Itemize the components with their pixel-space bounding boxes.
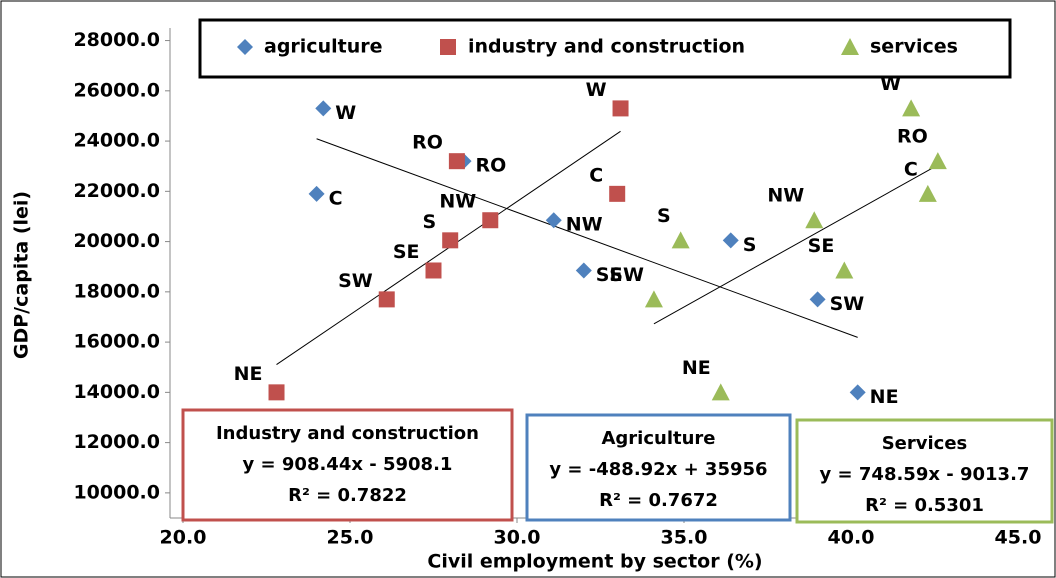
point-label: NE [234, 363, 263, 385]
x-tick-label: 30.0 [494, 527, 541, 549]
marker [849, 384, 866, 401]
point-label: SW [830, 293, 865, 315]
point-label: NW [439, 191, 476, 213]
y-tick-label: 10000.0 [73, 481, 160, 503]
y-tick-label: 16000.0 [73, 331, 160, 353]
marker [315, 100, 332, 117]
marker [841, 38, 859, 55]
trendline-box [525, 413, 792, 522]
x-tick-label: 25.0 [327, 527, 374, 549]
marker [928, 152, 947, 170]
point-label: C [904, 158, 918, 180]
marker [918, 184, 937, 202]
marker [448, 153, 465, 170]
point-label: SE [393, 241, 420, 263]
x-axis-label: Civil employment by sector (%) [427, 551, 762, 573]
point-label: RO [897, 126, 928, 148]
trendline-box [181, 408, 514, 522]
y-tick-label: 26000.0 [73, 79, 160, 101]
legend-label: services [870, 36, 958, 58]
point-label: NW [566, 214, 603, 236]
trendline-equation: y = 908.44x - 5908.1 [243, 454, 453, 475]
marker [308, 185, 325, 202]
marker [612, 100, 629, 117]
point-label: S [423, 211, 437, 233]
trendline-name: Industry and construction [216, 423, 479, 444]
y-tick-label: 14000.0 [73, 381, 160, 403]
x-tick-label: 35.0 [661, 527, 708, 549]
y-tick-label: 22000.0 [73, 180, 160, 202]
legend-label: industry and construction [468, 36, 745, 58]
marker [609, 185, 626, 202]
marker [835, 261, 854, 279]
trendline-r-squared: R² = 0.5301 [865, 495, 984, 516]
marker [442, 232, 459, 249]
marker [482, 212, 499, 229]
y-tick-label: 18000.0 [73, 280, 160, 302]
x-tick-label: 45.0 [995, 527, 1042, 549]
trendline [316, 138, 858, 338]
point-label: W [586, 79, 607, 101]
point-label: S [743, 234, 757, 256]
trendline-name: Agriculture [601, 428, 715, 449]
point-label: SE [808, 235, 835, 257]
point-label: NE [870, 386, 899, 408]
point-label: C [589, 164, 603, 186]
marker [711, 383, 730, 401]
point-label: RO [476, 155, 507, 177]
trendline [653, 164, 939, 325]
x-tick-label: 40.0 [828, 527, 875, 549]
marker [722, 232, 739, 249]
point-label: S [657, 205, 671, 227]
marker [805, 211, 824, 229]
y-tick-label: 24000.0 [73, 130, 160, 152]
marker [809, 291, 826, 308]
point-label: RO [412, 132, 443, 154]
point-label: SE [596, 264, 623, 286]
y-tick-label: 28000.0 [73, 29, 160, 51]
y-tick-label: 12000.0 [73, 431, 160, 453]
marker [671, 231, 690, 249]
point-label: SW [338, 270, 373, 292]
marker [644, 290, 663, 308]
point-label: SW [609, 264, 644, 286]
legend [198, 18, 1012, 79]
marker [575, 262, 592, 279]
y-tick-label: 20000.0 [73, 230, 160, 252]
point-label: C [329, 187, 343, 209]
marker [902, 99, 921, 117]
trendline-equation: y = -488.92x + 35956 [549, 459, 767, 480]
marker [237, 39, 253, 55]
point-label: W [880, 73, 901, 95]
trendline-name: Services [882, 433, 968, 454]
y-axis-label: GDP/capita (lei) [11, 191, 33, 359]
marker [425, 262, 442, 279]
marker [440, 39, 456, 55]
point-label: W [335, 102, 356, 124]
trendline-r-squared: R² = 0.7672 [599, 490, 718, 511]
point-label: NE [682, 357, 711, 379]
x-tick-label: 20.0 [160, 527, 207, 549]
marker [545, 212, 562, 229]
trendline-equation: y = 748.59x - 9013.7 [820, 464, 1030, 485]
point-label: NW [767, 185, 804, 207]
trendline-box [795, 418, 1054, 524]
marker [268, 384, 285, 401]
legend-label: agriculture [264, 36, 382, 58]
marker [378, 291, 395, 308]
trendline-r-squared: R² = 0.7822 [288, 485, 407, 506]
